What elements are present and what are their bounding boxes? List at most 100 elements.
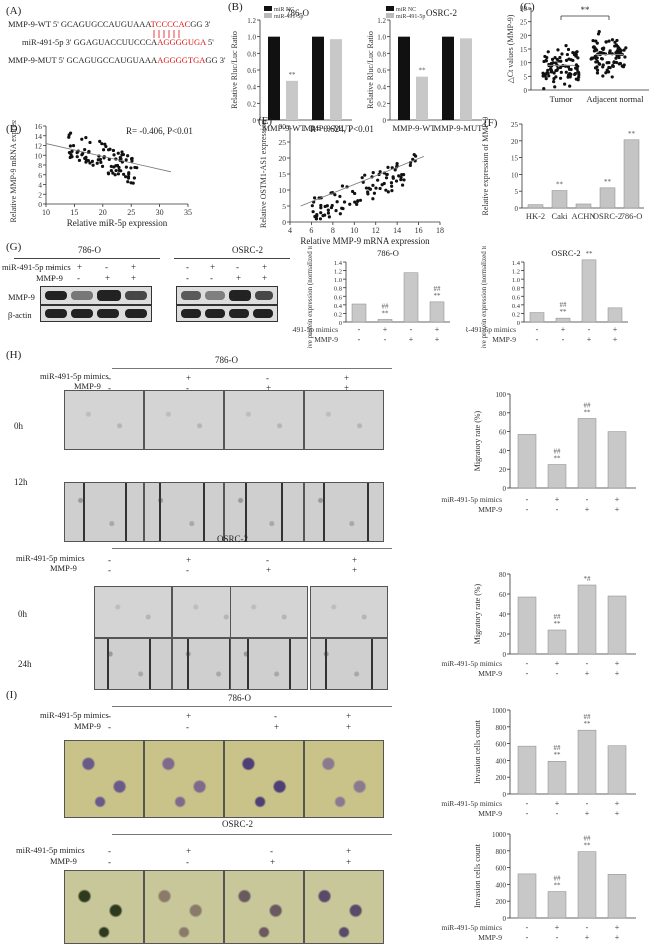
h-sign-mimics: -: [266, 555, 269, 565]
data-point: [391, 175, 395, 179]
significance-mark: ##: [554, 448, 562, 456]
normal-point: [596, 32, 601, 36]
data-point: [126, 175, 131, 179]
i-sign-mmp9: +: [274, 722, 280, 732]
data-point: [119, 169, 123, 173]
i-sign-mimics: +: [186, 711, 192, 721]
data-point: [319, 206, 323, 210]
h-divider-b: [112, 548, 392, 549]
bar: [517, 745, 537, 795]
h-sign-mimics: -: [108, 373, 111, 383]
y-tick-label: 20: [499, 466, 507, 474]
data-point: [382, 181, 386, 186]
condition-sign: -: [536, 335, 539, 344]
bar: [547, 891, 567, 919]
significance-mark: **: [554, 620, 562, 628]
g-sign-mmp9: -: [210, 273, 213, 283]
condition-sign: +: [615, 495, 620, 504]
y-tick-label: 80: [499, 571, 507, 579]
data-point: [107, 157, 111, 161]
h-sign-mimics: +: [186, 555, 192, 565]
legend-swatch-mir: [386, 13, 394, 18]
bar-nc: [312, 36, 324, 120]
y-tick-label: 60: [499, 429, 507, 437]
h-sign-mmp9: +: [266, 565, 272, 575]
tumor-point: [576, 78, 580, 82]
i-divider-b: [112, 834, 392, 835]
condition-sign: -: [526, 809, 529, 818]
data-point: [326, 211, 331, 215]
blot-osrc2-actin: [176, 305, 278, 322]
data-point: [112, 165, 116, 169]
tumor-point: [542, 86, 546, 91]
y-tick-label: 100: [496, 391, 507, 399]
data-point: [113, 173, 117, 177]
tumor-point: [560, 52, 564, 56]
x-axis-label: Relative miR-5p expression: [67, 218, 168, 228]
h-time-24h-b: 24h: [18, 659, 32, 669]
i-sign-mmp9: +: [270, 857, 276, 867]
data-point: [80, 137, 84, 141]
g-sign-mimics: +: [77, 262, 83, 272]
normal-point: [621, 65, 626, 69]
data-point: [117, 165, 121, 170]
g-row-mmp9: MMP-9: [36, 273, 63, 283]
panel-label-b: (B): [228, 1, 243, 13]
blot-786o-mmp9: [40, 286, 152, 305]
condition-sign: -: [526, 799, 529, 808]
normal-point: [624, 46, 628, 50]
significance-mark: **: [554, 882, 562, 890]
g-sign-mmp9: -: [77, 273, 80, 283]
tumor-point: [549, 70, 553, 74]
normal-point: [614, 43, 619, 47]
bar: [607, 595, 627, 655]
normal-point: [589, 57, 594, 61]
tumor-point: [563, 82, 567, 86]
data-point: [130, 156, 134, 161]
category-label: 786-O: [621, 211, 643, 221]
significance-mark: ##: [584, 835, 592, 843]
normal-point: [591, 38, 595, 43]
y-tick-label: 1.4: [512, 260, 521, 267]
g-sign-mimics: -: [236, 262, 239, 272]
tumor-point: [568, 84, 572, 88]
data-point: [133, 165, 137, 170]
y-tick-label: 30: [520, 5, 528, 13]
bar: [429, 301, 445, 323]
y-tick-label: 15: [279, 170, 287, 179]
tumor-point: [550, 57, 555, 61]
y-tick-label: 60: [499, 591, 507, 599]
data-point: [408, 163, 412, 167]
legend-swatch-nc: [386, 6, 394, 11]
y-tick-label: 5: [282, 202, 286, 211]
x-tick-label: 35: [184, 208, 192, 217]
y-tick-label: 200: [496, 898, 507, 906]
g-sign-mimics: +: [262, 262, 268, 272]
significance-mark: **: [584, 842, 592, 850]
bar: [577, 851, 597, 919]
g-blot-actin-label: β-actin: [8, 310, 32, 320]
tumor-point: [564, 58, 569, 62]
condition-label: miR-491-5p mimics: [441, 659, 502, 668]
wound-786o-image: [144, 390, 224, 450]
h-sign-mimics: -: [108, 555, 111, 565]
normal-point: [606, 70, 611, 74]
blot-osrc2-mmp9: [176, 286, 278, 305]
g-sign-mmp9: +: [131, 273, 137, 283]
panel-label-d: (D): [6, 123, 22, 135]
data-point: [91, 163, 95, 167]
regression-line: [45, 143, 172, 173]
data-point: [114, 168, 118, 173]
condition-sign: +: [435, 335, 440, 344]
i-sign-mmp9: -: [108, 857, 111, 867]
data-point: [372, 191, 377, 195]
bar: [607, 745, 627, 795]
tumor-point: [558, 55, 562, 60]
data-point: [310, 204, 314, 208]
data-point: [325, 204, 329, 208]
data-point: [412, 152, 416, 157]
category-label: MMP-9-MUT: [434, 123, 483, 133]
